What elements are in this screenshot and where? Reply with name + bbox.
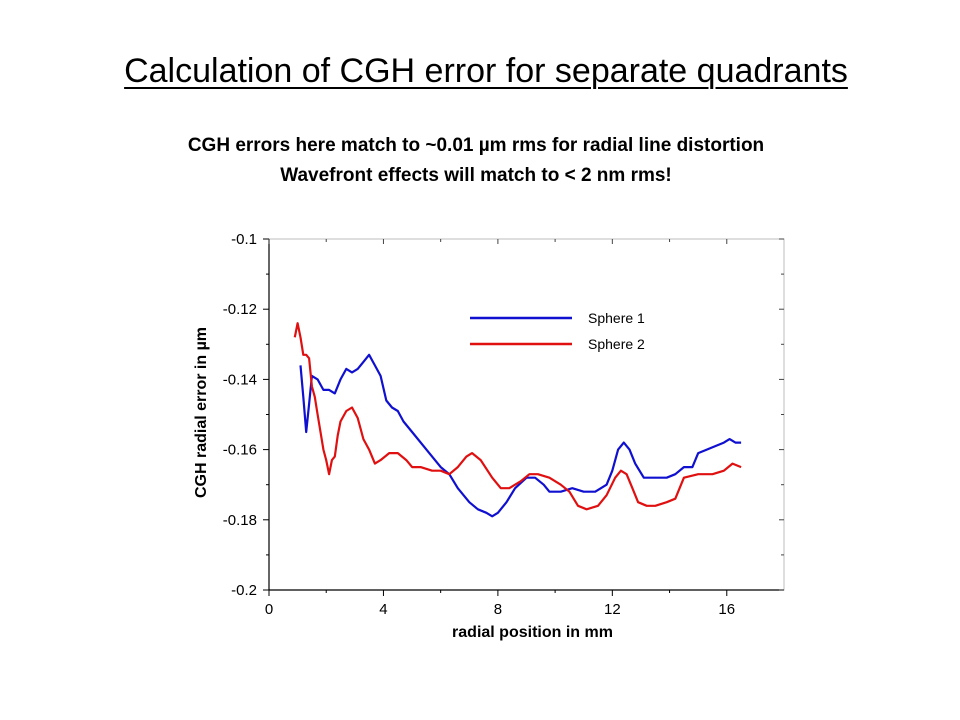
y-tick-label: -0.14	[223, 371, 257, 388]
legend-label-2: Sphere 2	[588, 336, 645, 352]
y-tick-label: -0.16	[223, 442, 257, 459]
y-axis-label: CGH radial error in µm	[193, 327, 210, 498]
series-line-1	[299, 353, 742, 518]
legend-label-1: Sphere 1	[588, 310, 645, 326]
chart-legend: Sphere 1 Sphere 2	[470, 310, 645, 352]
subtitle-line-2: Wavefront effects will match to < 2 nm r…	[280, 165, 672, 186]
chart-axes: -0.1 -0.12 -0.14 -0.16 -0.18 -0.2 0 4 8 12 16	[223, 231, 785, 618]
subtitle-line-1: CGH errors here match to ~0.01 µm rms fo…	[187, 135, 765, 156]
x-tick-label: 8	[494, 601, 502, 618]
chart-series	[293, 322, 742, 518]
slide-title: Calculation of CGH error for separate qu…	[124, 52, 848, 90]
x-tick-label: 12	[604, 601, 621, 618]
x-tick-label: 0	[265, 601, 273, 618]
y-tick-label: -0.2	[231, 582, 257, 599]
plot-frame	[268, 238, 785, 591]
y-tick-label: -0.12	[223, 301, 257, 318]
x-tick-label: 16	[718, 601, 735, 618]
y-tick-label: -0.1	[231, 231, 257, 248]
y-tick-label: -0.18	[223, 512, 257, 529]
x-axis-label: radial position in mm	[452, 624, 613, 641]
x-tick-label: 4	[379, 601, 387, 618]
series-line-2	[293, 322, 742, 511]
